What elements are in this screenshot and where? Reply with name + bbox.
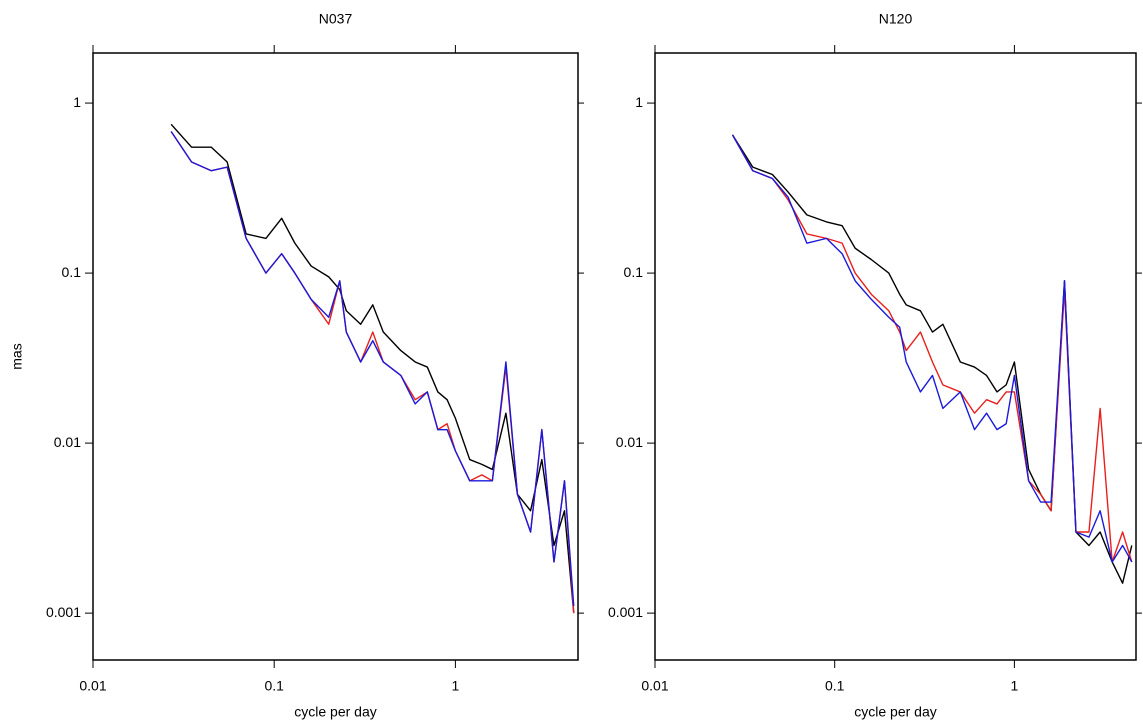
- plot-frame: [92, 52, 579, 661]
- y-tick-label: 0.01: [54, 434, 81, 450]
- chart-title: N037: [319, 11, 353, 27]
- y-tick-label: 0.01: [616, 434, 643, 450]
- x-axis-label: cycle per day: [294, 704, 376, 720]
- x-tick-label: 1: [451, 678, 459, 694]
- chart-title: N120: [879, 11, 913, 27]
- x-tick-label: 0.01: [79, 678, 106, 694]
- series-line: [731, 134, 1133, 563]
- plot-frame: [654, 52, 1137, 661]
- series-line: [170, 131, 575, 614]
- y-tick-label: 0.001: [608, 604, 643, 620]
- series-line: [731, 134, 1133, 584]
- series-line: [731, 134, 1133, 563]
- series-line: [170, 123, 575, 614]
- y-tick-label: 1: [73, 94, 81, 110]
- y-tick-label: 0.1: [62, 264, 82, 280]
- x-tick-label: 1: [1011, 678, 1019, 694]
- y-axis-label: mas: [9, 343, 25, 369]
- series-line: [170, 131, 575, 607]
- y-tick-label: 1: [635, 94, 643, 110]
- x-tick-label: 0.01: [641, 678, 668, 694]
- x-axis-label: cycle per day: [854, 704, 936, 720]
- x-tick-label: 0.1: [825, 678, 845, 694]
- y-tick-label: 0.001: [46, 604, 81, 620]
- y-tick-label: 0.1: [624, 264, 644, 280]
- x-tick-label: 0.1: [264, 678, 284, 694]
